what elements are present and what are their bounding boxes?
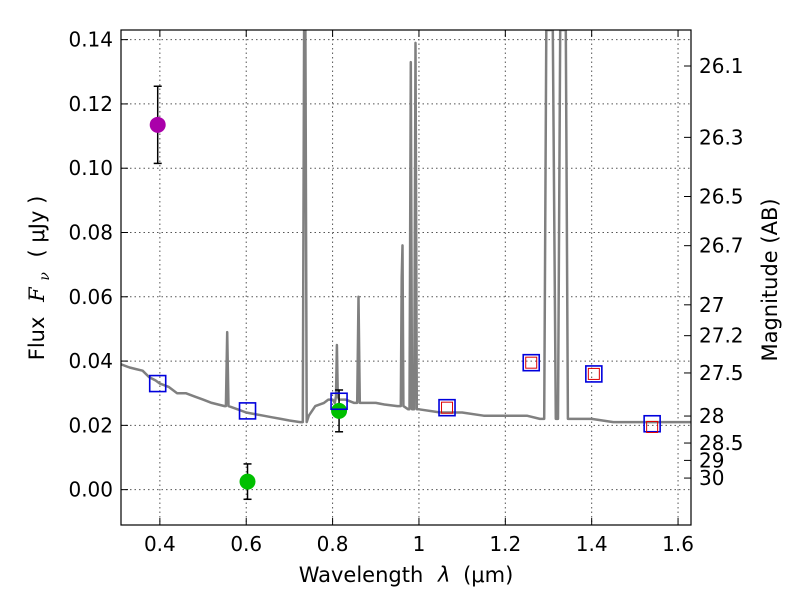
- magnitude-tick-label: 28.5: [699, 431, 744, 455]
- spectrum-line: [121, 30, 691, 424]
- model-photometry-square: [585, 365, 603, 383]
- y-tick-label: 0.02: [68, 413, 113, 437]
- magnitude-tick-label: 28: [699, 404, 724, 428]
- y-tick-label: 0.08: [68, 221, 113, 245]
- magnitude-tick-label: 27: [699, 293, 724, 317]
- grid-lines: [121, 30, 691, 525]
- magnitude-tick-label: 27.5: [699, 361, 744, 385]
- x-tick-label: 1.2: [489, 532, 521, 556]
- x-tick-label: 1: [413, 532, 426, 556]
- y-tick-label: 0.12: [68, 92, 113, 116]
- magnitude-tick-label: 26.7: [699, 234, 744, 258]
- model-photometry-square-inner: [525, 356, 538, 369]
- observed-point: [331, 402, 348, 419]
- x-axis-label-var: λ: [437, 563, 450, 587]
- observed-point: [149, 116, 166, 133]
- y-axis-label-sub: ν: [37, 272, 53, 281]
- y-tick-label: 0.06: [68, 285, 113, 309]
- model-photometry-square: [643, 414, 661, 433]
- magnitude-tick-label: 26.5: [699, 185, 744, 209]
- y-tick-label: 0.14: [68, 28, 113, 52]
- x-axis-label: Wavelength λ (μm): [299, 563, 514, 587]
- y-tick-label: 0.10: [68, 156, 113, 180]
- x-tick-label: 1.4: [576, 532, 608, 556]
- x-tick-label: 0.4: [144, 532, 176, 556]
- magnitude-tick-label: 26.1: [699, 54, 744, 78]
- x-axis-label-unit: (μm): [463, 563, 513, 587]
- x-tick-label: 1.6: [662, 532, 694, 556]
- model-photometry-square: [330, 392, 348, 411]
- x-axis-label-main: Wavelength: [299, 563, 424, 587]
- y-axis-label-main: Flux: [25, 317, 49, 361]
- model-photometry-square-inner: [587, 367, 600, 380]
- magnitude-axis-label: Magnitude (AB): [758, 198, 782, 361]
- model-photometry-square-inner: [441, 401, 454, 414]
- model-photometry-square: [438, 398, 456, 417]
- spectrum-series: [121, 30, 691, 424]
- x-tick-label: 0.6: [230, 532, 262, 556]
- model-photometry-square: [238, 402, 257, 420]
- plot-area: [121, 30, 691, 501]
- x-axis-ticks: 0.4 0.6 0.8 1 1.2 1.4 1.6: [144, 30, 694, 556]
- x-tick-label: 0.8: [317, 532, 349, 556]
- y-axis-label-var: F: [25, 286, 49, 303]
- model-photometry-square: [522, 353, 541, 372]
- magnitude-tick-label: 27.2: [699, 324, 744, 348]
- y-axis-label: Flux F ν ( μJy ): [25, 196, 54, 361]
- observed-point: [239, 473, 256, 490]
- photometry-markers: [148, 85, 661, 501]
- plot-frame: [120, 29, 692, 526]
- y-tick-label: 0.00: [68, 478, 113, 502]
- magnitude-tick-label: 26.3: [699, 125, 744, 149]
- model-photometry-square-inner: [646, 420, 659, 433]
- y-tick-label: 0.04: [68, 349, 113, 373]
- y-axis-label-unit: ( μJy ): [25, 196, 49, 258]
- magnitude-tick-label: 30: [699, 466, 724, 490]
- y-axis-ticks: 0.00 0.02 0.04 0.06 0.08 0.10 0.12 0.14: [68, 28, 128, 502]
- model-photometry-square: [148, 374, 167, 393]
- magnitude-tick-label: 29: [699, 448, 724, 472]
